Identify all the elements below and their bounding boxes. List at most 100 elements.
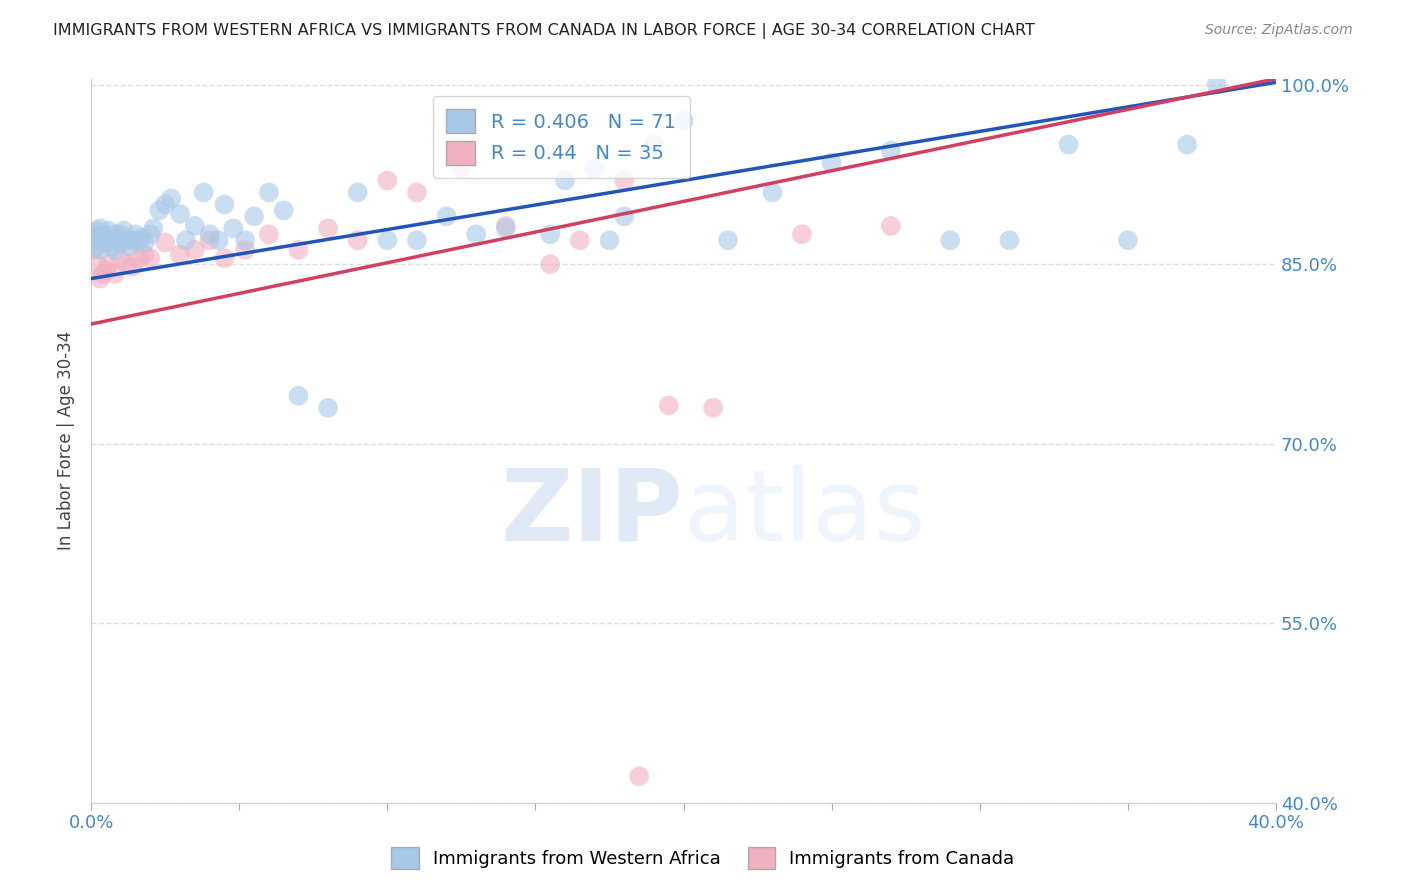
Point — [233, 233, 256, 247]
Text: IMMIGRANTS FROM WESTERN AFRICA VS IMMIGRANTS FROM CANADA IN LABOR FORCE | AGE 30: IMMIGRANTS FROM WESTERN AFRICA VS IMMIGR… — [53, 23, 1035, 39]
Point — [160, 191, 183, 205]
Point — [998, 233, 1021, 247]
Legend: R = 0.406   N = 71, R = 0.44   N = 35: R = 0.406 N = 71, R = 0.44 N = 35 — [433, 95, 689, 178]
Point — [83, 243, 105, 257]
Point — [243, 210, 266, 224]
Point — [128, 251, 150, 265]
Point — [257, 186, 280, 200]
Point — [121, 233, 143, 247]
Point — [672, 113, 695, 128]
Point — [94, 229, 117, 244]
Point — [406, 186, 429, 200]
Point — [89, 221, 111, 235]
Point — [128, 233, 150, 247]
Point — [86, 231, 108, 245]
Point — [110, 227, 132, 242]
Text: ZIP: ZIP — [501, 465, 683, 562]
Point — [1057, 137, 1080, 152]
Point — [104, 243, 127, 257]
Point — [142, 221, 165, 235]
Point — [214, 251, 236, 265]
Point — [450, 161, 472, 176]
Point — [104, 227, 127, 242]
Legend: Immigrants from Western Africa, Immigrants from Canada: Immigrants from Western Africa, Immigran… — [382, 838, 1024, 879]
Point — [110, 251, 132, 265]
Point — [790, 227, 813, 242]
Point — [717, 233, 740, 247]
Point — [174, 233, 197, 247]
Point — [91, 227, 114, 242]
Point — [939, 233, 962, 247]
Point — [89, 233, 111, 247]
Point — [86, 224, 108, 238]
Point — [465, 227, 488, 242]
Point — [86, 257, 108, 271]
Point — [83, 233, 105, 247]
Point — [94, 263, 117, 277]
Point — [101, 233, 124, 247]
Point — [121, 260, 143, 274]
Point — [554, 173, 576, 187]
Point — [97, 233, 120, 247]
Point — [101, 239, 124, 253]
Point — [91, 233, 114, 247]
Point — [406, 233, 429, 247]
Point — [821, 155, 844, 169]
Point — [198, 227, 221, 242]
Point — [139, 251, 162, 265]
Point — [761, 186, 783, 200]
Point — [628, 769, 651, 783]
Point — [583, 161, 606, 176]
Point — [148, 203, 170, 218]
Point — [97, 257, 120, 271]
Point — [214, 197, 236, 211]
Point — [257, 227, 280, 242]
Point — [134, 235, 156, 250]
Point — [613, 173, 636, 187]
Point — [495, 219, 517, 233]
Point — [153, 197, 176, 211]
Point — [880, 219, 903, 233]
Point — [436, 210, 458, 224]
Point — [658, 398, 681, 412]
Point — [702, 401, 724, 415]
Point — [599, 233, 621, 247]
Point — [538, 227, 561, 242]
Point — [193, 186, 215, 200]
Point — [139, 227, 162, 242]
Text: atlas: atlas — [683, 465, 925, 562]
Point — [287, 389, 309, 403]
Point — [97, 224, 120, 238]
Point — [184, 219, 207, 233]
Point — [115, 257, 138, 271]
Point — [94, 235, 117, 250]
Point — [538, 257, 561, 271]
Point — [110, 235, 132, 250]
Point — [287, 243, 309, 257]
Point — [91, 267, 114, 281]
Point — [169, 247, 191, 261]
Point — [346, 233, 368, 247]
Point — [316, 221, 339, 235]
Point — [104, 267, 127, 281]
Point — [169, 207, 191, 221]
Point — [495, 221, 517, 235]
Point — [124, 227, 146, 242]
Point — [346, 186, 368, 200]
Point — [568, 233, 591, 247]
Point — [222, 221, 245, 235]
Point — [198, 233, 221, 247]
Point — [1175, 137, 1198, 152]
Point — [153, 235, 176, 250]
Point — [1205, 78, 1227, 92]
Point — [1116, 233, 1139, 247]
Point — [316, 401, 339, 415]
Point — [89, 243, 111, 257]
Text: Source: ZipAtlas.com: Source: ZipAtlas.com — [1205, 23, 1353, 37]
Point — [273, 203, 295, 218]
Point — [377, 233, 399, 247]
Point — [613, 210, 636, 224]
Point — [134, 247, 156, 261]
Point — [89, 271, 111, 285]
Point — [377, 173, 399, 187]
